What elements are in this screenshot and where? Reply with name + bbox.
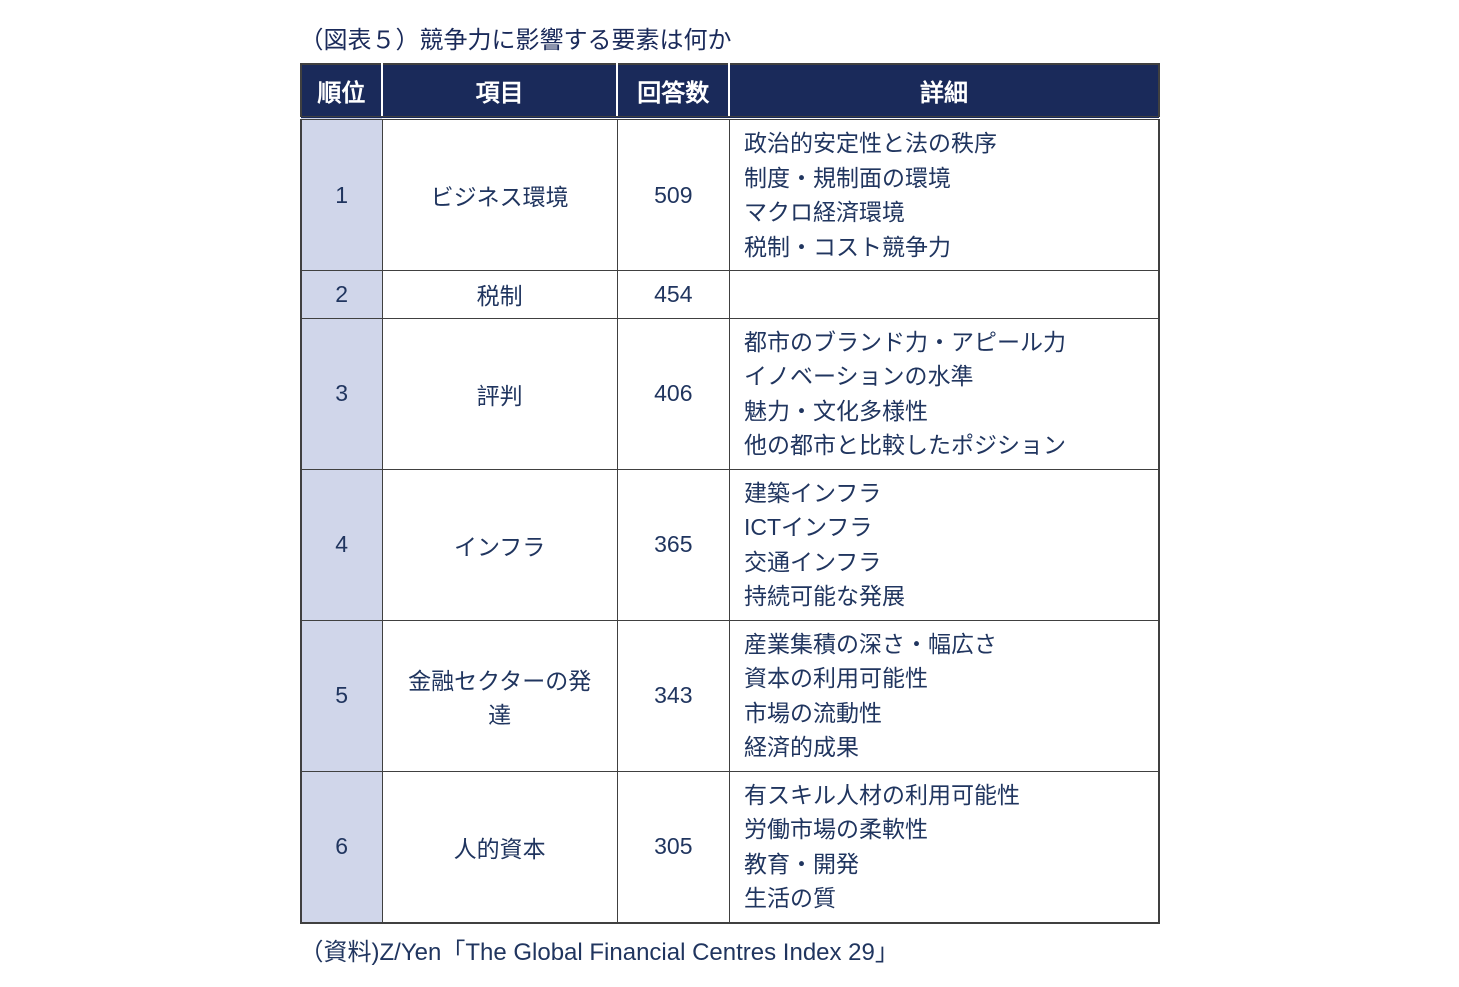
cell-item: インフラ xyxy=(382,469,617,620)
detail-line: 労働市場の柔軟性 xyxy=(744,812,1144,847)
cell-rank: 4 xyxy=(301,469,383,620)
col-details: 詳細 xyxy=(729,64,1158,118)
data-table: 順位 項目 回答数 詳細 1ビジネス環境509政治的安定性と法の秩序制度・規制面… xyxy=(300,63,1160,924)
cell-item: 人的資本 xyxy=(382,771,617,923)
table-row: 6人的資本305有スキル人材の利用可能性労働市場の柔軟性教育・開発生活の質 xyxy=(301,771,1159,923)
detail-line: 経済的成果 xyxy=(744,730,1144,765)
cell-item: 評判 xyxy=(382,318,617,469)
cell-details: 政治的安定性と法の秩序制度・規制面の環境マクロ経済環境税制・コスト競争力 xyxy=(729,118,1158,271)
cell-count: 343 xyxy=(617,620,729,771)
col-count: 回答数 xyxy=(617,64,729,118)
cell-count: 509 xyxy=(617,118,729,271)
col-rank: 順位 xyxy=(301,64,383,118)
cell-rank: 1 xyxy=(301,118,383,271)
table-row: 3評判406都市のブランド力・アピール力イノベーションの水準魅力・文化多様性他の… xyxy=(301,318,1159,469)
table-row: 1ビジネス環境509政治的安定性と法の秩序制度・規制面の環境マクロ経済環境税制・… xyxy=(301,118,1159,271)
detail-line: 産業集積の深さ・幅広さ xyxy=(744,627,1144,662)
detail-line: 都市のブランド力・アピール力 xyxy=(744,325,1144,360)
detail-line: イノベーションの水準 xyxy=(744,359,1144,394)
cell-details xyxy=(729,271,1158,319)
table-row: 2税制454 xyxy=(301,271,1159,319)
cell-count: 365 xyxy=(617,469,729,620)
figure-container: （図表５）競争力に影響する要素は何か 順位 項目 回答数 詳細 1ビジネス環境5… xyxy=(300,20,1160,967)
cell-rank: 6 xyxy=(301,771,383,923)
cell-item: 金融セクターの発達 xyxy=(382,620,617,771)
detail-line: 有スキル人材の利用可能性 xyxy=(744,778,1144,813)
table-row: 4インフラ365建築インフラICTインフラ交通インフラ持続可能な発展 xyxy=(301,469,1159,620)
detail-line: 資本の利用可能性 xyxy=(744,661,1144,696)
cell-details: 有スキル人材の利用可能性労働市場の柔軟性教育・開発生活の質 xyxy=(729,771,1158,923)
header-row: 順位 項目 回答数 詳細 xyxy=(301,64,1159,118)
detail-line: 制度・規制面の環境 xyxy=(744,161,1144,196)
cell-item: 税制 xyxy=(382,271,617,319)
detail-line: 生活の質 xyxy=(744,881,1144,916)
detail-line: 市場の流動性 xyxy=(744,696,1144,731)
detail-line: 税制・コスト競争力 xyxy=(744,230,1144,265)
cell-count: 454 xyxy=(617,271,729,319)
cell-count: 305 xyxy=(617,771,729,923)
detail-line: 交通インフラ xyxy=(744,545,1144,580)
detail-line: 魅力・文化多様性 xyxy=(744,394,1144,429)
table-row: 5金融セクターの発達343産業集積の深さ・幅広さ資本の利用可能性市場の流動性経済… xyxy=(301,620,1159,771)
detail-line: 教育・開発 xyxy=(744,847,1144,882)
detail-line: 建築インフラ xyxy=(744,476,1144,511)
cell-details: 建築インフラICTインフラ交通インフラ持続可能な発展 xyxy=(729,469,1158,620)
table-body: 1ビジネス環境509政治的安定性と法の秩序制度・規制面の環境マクロ経済環境税制・… xyxy=(301,118,1159,923)
detail-line: 他の都市と比較したポジション xyxy=(744,428,1144,463)
cell-rank: 3 xyxy=(301,318,383,469)
detail-line: 政治的安定性と法の秩序 xyxy=(744,126,1144,161)
cell-rank: 5 xyxy=(301,620,383,771)
cell-count: 406 xyxy=(617,318,729,469)
col-item: 項目 xyxy=(382,64,617,118)
cell-details: 産業集積の深さ・幅広さ資本の利用可能性市場の流動性経済的成果 xyxy=(729,620,1158,771)
cell-details: 都市のブランド力・アピール力イノベーションの水準魅力・文化多様性他の都市と比較し… xyxy=(729,318,1158,469)
detail-line: 持続可能な発展 xyxy=(744,579,1144,614)
cell-rank: 2 xyxy=(301,271,383,319)
figure-title: （図表５）競争力に影響する要素は何か xyxy=(300,20,1160,55)
cell-item: ビジネス環境 xyxy=(382,118,617,271)
detail-line: ICTインフラ xyxy=(744,510,1144,545)
source-citation: （資料)Z/Yen「The Global Financial Centres I… xyxy=(300,932,1160,967)
detail-line: マクロ経済環境 xyxy=(744,195,1144,230)
